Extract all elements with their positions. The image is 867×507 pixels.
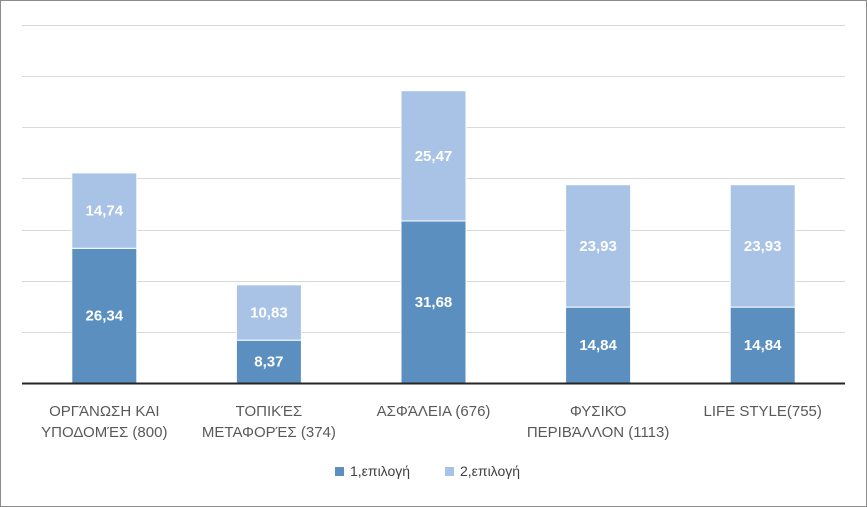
legend: 1,επιλογή 2,επιλογή xyxy=(335,463,520,479)
bar-segment-series-1 xyxy=(565,306,632,384)
bars xyxy=(71,90,796,384)
legend-swatch xyxy=(445,467,454,476)
bar-segment-series-1 xyxy=(71,247,138,384)
category-label: ΤΟΠΙΚΈΣ xyxy=(236,403,303,420)
bar-segment-series-1 xyxy=(400,220,467,384)
bar-segment-series-2 xyxy=(71,172,138,249)
data-label: 25,47 xyxy=(415,148,453,165)
category-label: ΟΡΓΆΝΩΣΗ ΚΑΙ xyxy=(49,403,159,420)
legend-entry: 2,επιλογή xyxy=(460,463,520,479)
legend-entry: 1,επιλογή xyxy=(350,463,410,479)
category-label: ΑΣΦΆΛΕΙΑ (676) xyxy=(377,403,491,420)
data-label: 26,34 xyxy=(86,308,124,325)
category-label: ΥΠΟΔΟΜΈΣ (800) xyxy=(41,424,167,441)
category-labels: ΟΡΓΆΝΩΣΗ ΚΑΙ ΥΠΟΔΟΜΈΣ (800) ΤΟΠΙΚΈΣ ΜΕΤΑΦΟΡ… xyxy=(41,403,822,441)
data-label: 31,68 xyxy=(415,294,453,311)
legend-swatch xyxy=(335,467,344,476)
category-label: LIFE STYLE(755) xyxy=(704,403,822,420)
category-label: ΦΥΣΙΚΌ xyxy=(570,403,627,420)
category-label: ΠΕΡΙΒΆΛΛΟΝ (1113) xyxy=(527,424,670,441)
bar-segment-series-2 xyxy=(729,184,796,308)
value-labels: 26,34 14,74 8,37 10,83 31,68 25,47 14,84 23,93 1… xyxy=(86,148,783,371)
bar-segment-series-1 xyxy=(235,339,302,384)
bar-segment-series-2 xyxy=(565,184,632,308)
bar-segment-series-2 xyxy=(400,90,467,222)
data-label: 23,93 xyxy=(579,238,617,255)
data-label: 14,74 xyxy=(86,203,124,220)
data-label: 23,93 xyxy=(744,238,782,255)
data-label: 8,37 xyxy=(254,354,283,371)
bar-segment-series-2 xyxy=(235,284,302,341)
data-label: 14,84 xyxy=(744,337,782,354)
data-label: 14,84 xyxy=(579,337,617,354)
category-label: ΜΕΤΑΦΟΡΈΣ (374) xyxy=(202,424,336,441)
bar-segment-series-1 xyxy=(729,306,796,384)
data-label: 10,83 xyxy=(250,304,288,321)
